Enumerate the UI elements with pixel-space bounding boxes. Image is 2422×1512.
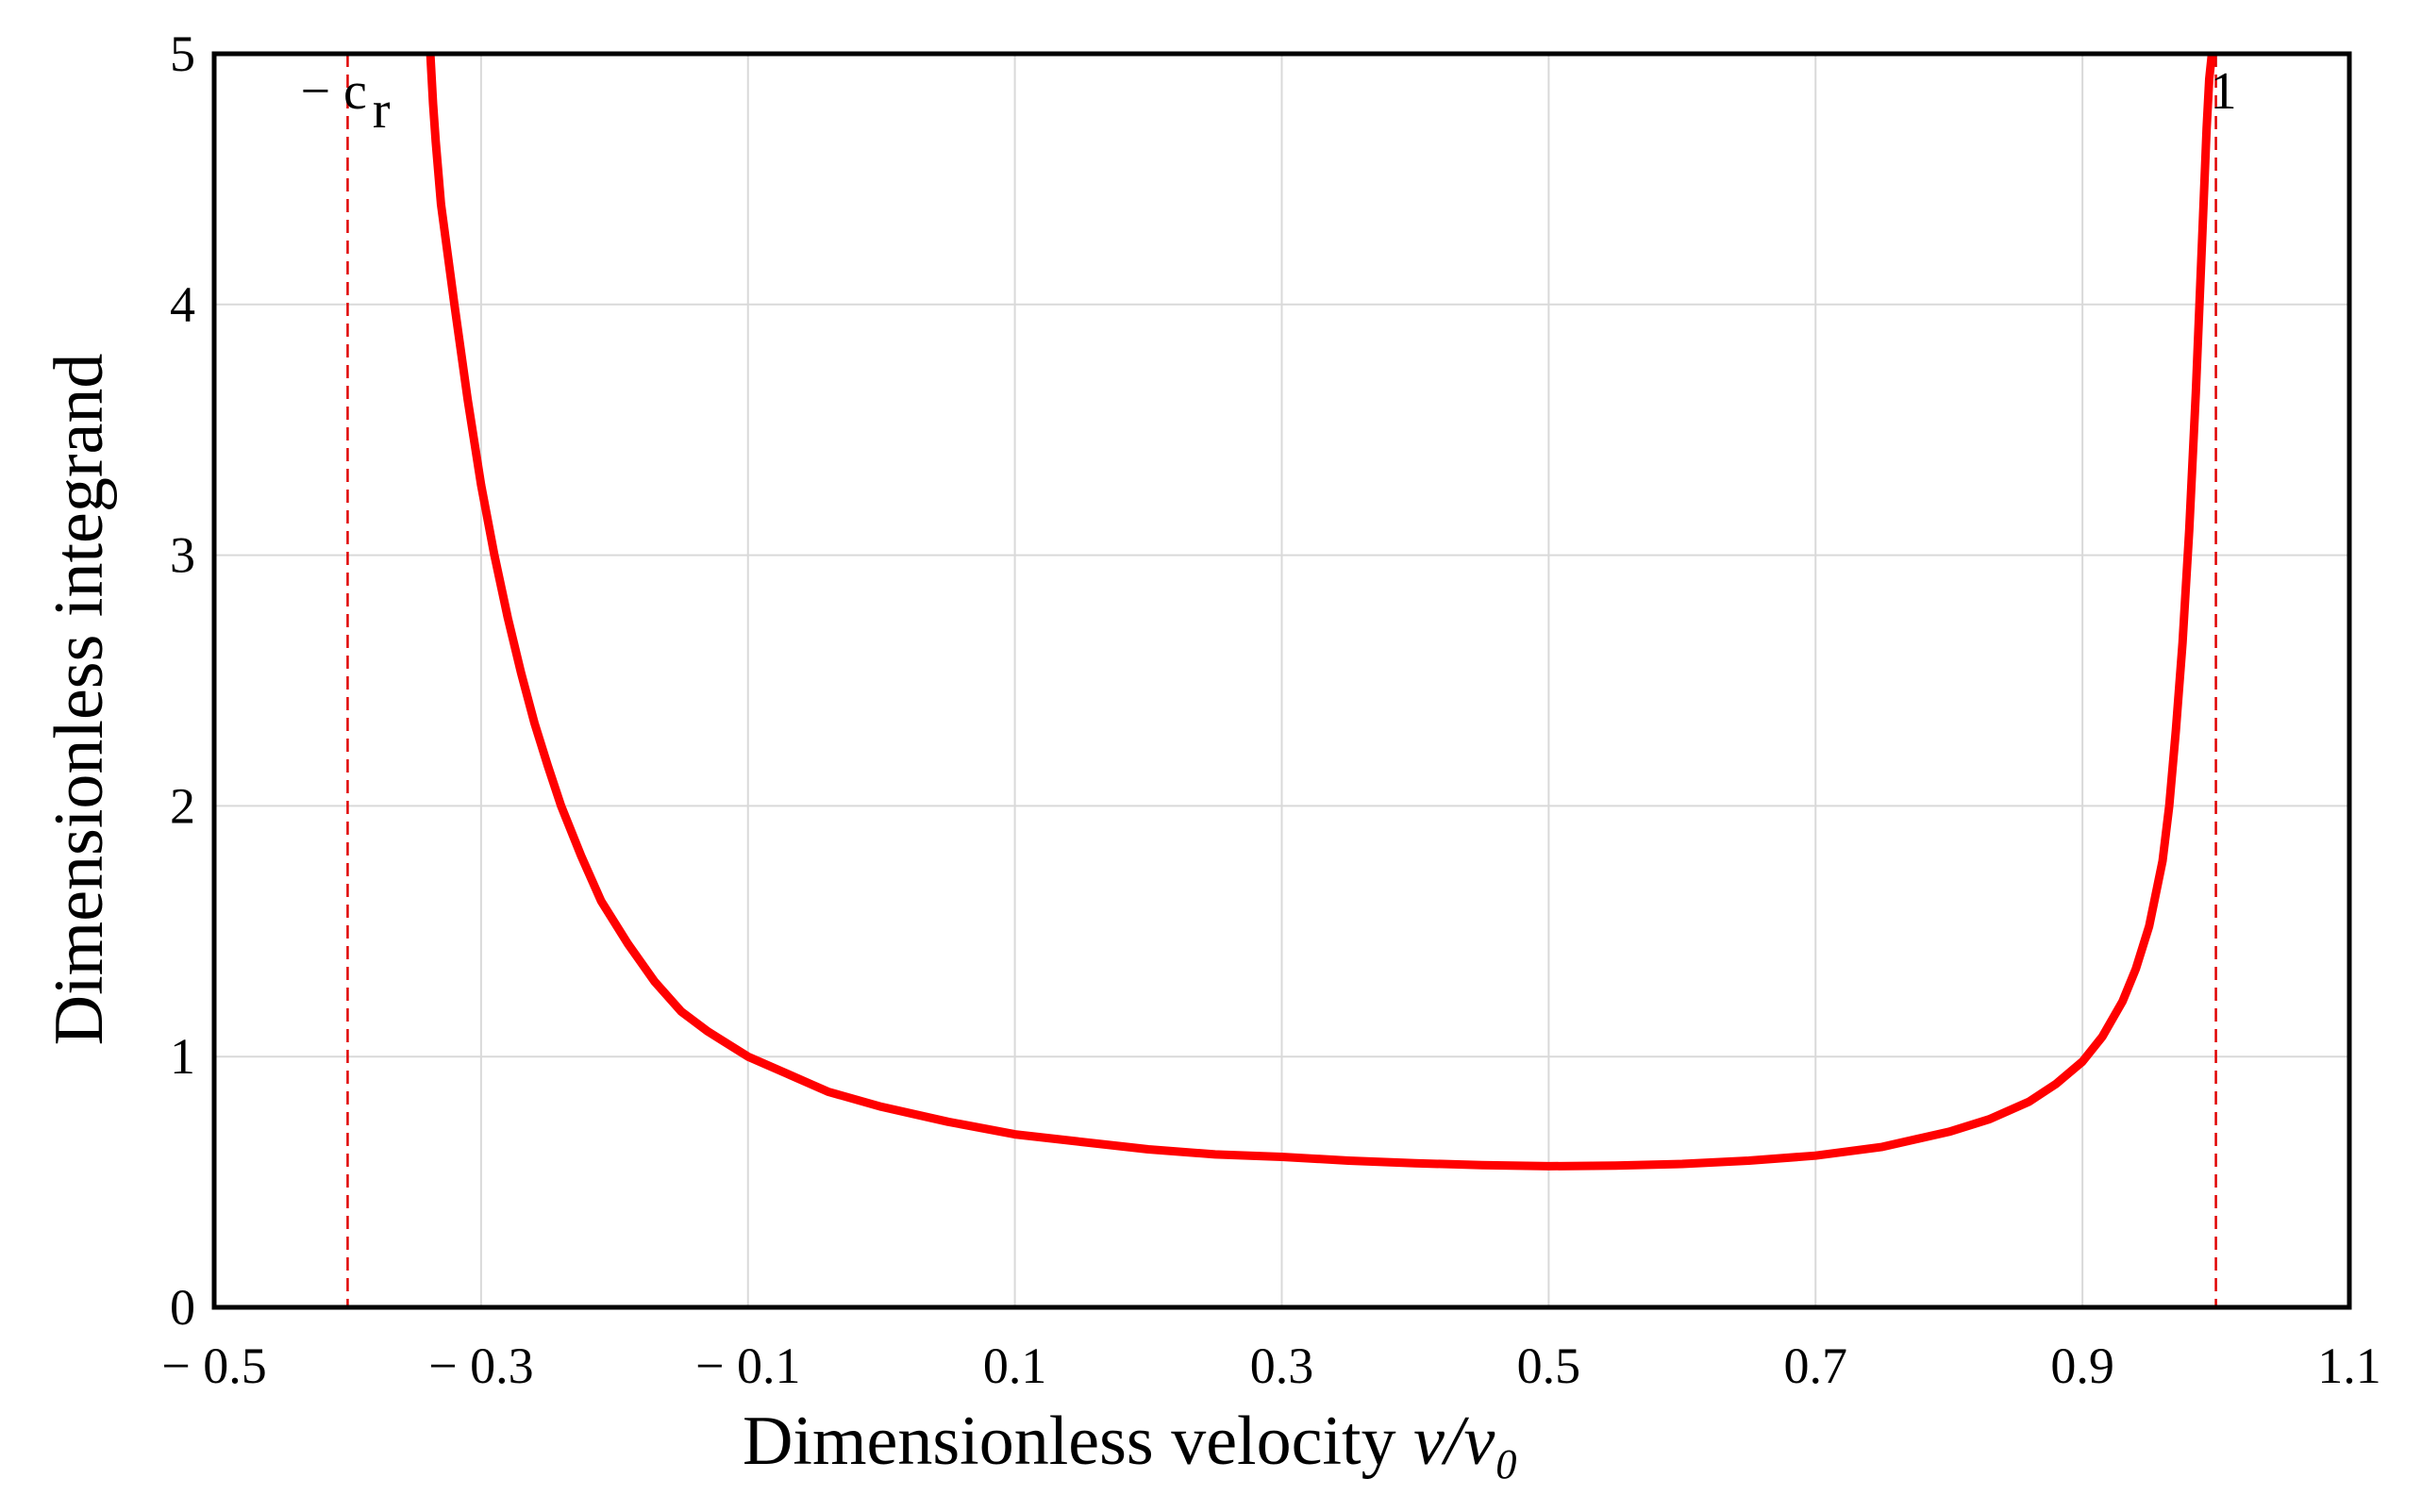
series-layer <box>426 54 2216 1171</box>
y-tick-label: 0 <box>170 1279 195 1336</box>
x-axis-ticks: − 0.5 − 0.3 − 0.1 0.1 0.3 0.5 0.7 0.9 1.1 <box>161 1338 2380 1394</box>
x-tick-label: − 0.5 <box>161 1338 266 1394</box>
x-axis-label: Dimensionless velocity v/v₀ <box>743 1403 1519 1480</box>
x-tick-label: 0.3 <box>1250 1338 1314 1394</box>
x-axis-label-italic: v/v₀ <box>1413 1403 1519 1480</box>
y-tick-label: 2 <box>170 777 195 834</box>
x-tick-label: − 0.3 <box>428 1338 533 1394</box>
series-line <box>426 54 2216 1171</box>
reference-line-label: 1 <box>2211 62 2237 121</box>
reference-label-main: − c <box>300 62 366 121</box>
y-axis-label: Dimensionless integrand <box>41 354 118 1046</box>
y-tick-label: 1 <box>170 1028 195 1085</box>
reference-label-subscript: r <box>373 81 391 140</box>
x-tick-label: 0.5 <box>1517 1338 1581 1394</box>
plot-frame <box>211 51 2352 1310</box>
x-tick-label: 0.1 <box>983 1338 1047 1394</box>
x-tick-label: − 0.1 <box>695 1338 800 1394</box>
x-tick-label: 0.9 <box>2050 1338 2114 1394</box>
y-tick-label: 3 <box>170 527 195 584</box>
y-axis-ticks: 0 1 2 3 4 5 <box>170 25 195 1336</box>
y-tick-label: 4 <box>170 276 195 333</box>
x-axis-label-text: Dimensionless velocity <box>743 1403 1413 1480</box>
x-tick-label: 1.1 <box>2317 1338 2381 1394</box>
x-tick-label: 0.7 <box>1784 1338 1848 1394</box>
y-tick-label: 5 <box>170 25 195 82</box>
